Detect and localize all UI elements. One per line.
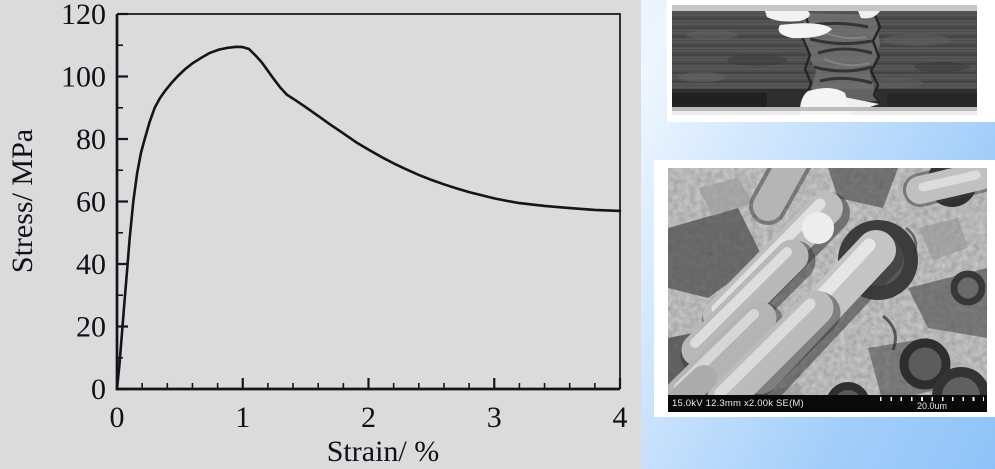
sem-micrograph-frame: 15.0kV 12.3mm x2.00k SE(M) 20.0um [654, 160, 995, 417]
fractured-specimen-photo [672, 5, 977, 115]
x-tick-label: 3 [487, 401, 502, 434]
stress-strain-curve [115, 45, 622, 391]
plot-frame [117, 13, 621, 389]
y-tick-label: 0 [91, 373, 106, 406]
y-tick-label: 40 [76, 248, 106, 281]
pulled-out-fibers [668, 168, 987, 412]
sem-scale-ticks [880, 397, 984, 401]
chart-panel: 0 1 2 3 4 0 20 40 60 80 100 120 Strain/ % Stress/ MPa [0, 0, 641, 469]
y-tick-label: 20 [76, 311, 106, 344]
sem-scale-label: 20.0um [916, 401, 948, 411]
y-tick-label: 80 [76, 123, 106, 156]
y-tick-label: 60 [76, 186, 106, 219]
plot-axes [115, 14, 620, 391]
x-tick-label: 0 [110, 401, 125, 434]
x-axis-title: Strain/ % [327, 435, 440, 468]
x-tick-label: 2 [361, 401, 376, 434]
y-tick-label: 100 [61, 61, 106, 94]
y-tick-label: 120 [61, 0, 106, 31]
sem-info-bar: 15.0kV 12.3mm x2.00k SE(M) 20.0um [668, 395, 987, 412]
optical-micrograph-frame [667, 0, 995, 122]
sem-scale-bar: 20.0um [880, 396, 984, 411]
x-tick-label: 4 [613, 401, 628, 434]
x-tick-label: 1 [235, 401, 250, 434]
sem-fiber-pullout-image [668, 168, 987, 412]
y-axis-title: Stress/ MPa [6, 129, 39, 273]
sem-settings-text: 15.0kV 12.3mm x2.00k SE(M) [672, 398, 804, 409]
